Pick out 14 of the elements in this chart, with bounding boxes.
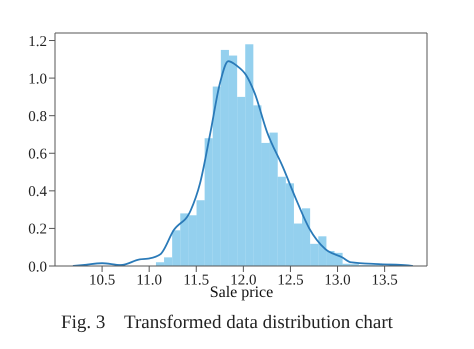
y-tick-label: 0.4	[28, 184, 48, 200]
x-tick-label: 11.5	[183, 272, 210, 289]
x-tick-label: 11.0	[136, 272, 162, 289]
y-tick-label: 0.8	[28, 109, 47, 125]
y-tick-label: 0.0	[28, 259, 47, 276]
y-tick-label: 0.2	[28, 222, 47, 238]
x-tick-label: 12.5	[277, 272, 304, 289]
y-tick-label: 1.2	[28, 34, 47, 50]
y-tick-label: 1.0	[28, 71, 47, 88]
x-tick-label: 10.5	[88, 272, 116, 289]
y-tick-label: 0.6	[28, 146, 48, 163]
x-tick-label: 13.0	[324, 272, 351, 289]
x-tick-label: 13.5	[371, 272, 398, 289]
caption: Fig. 3 Transformed data distribution chart	[60, 312, 394, 334]
